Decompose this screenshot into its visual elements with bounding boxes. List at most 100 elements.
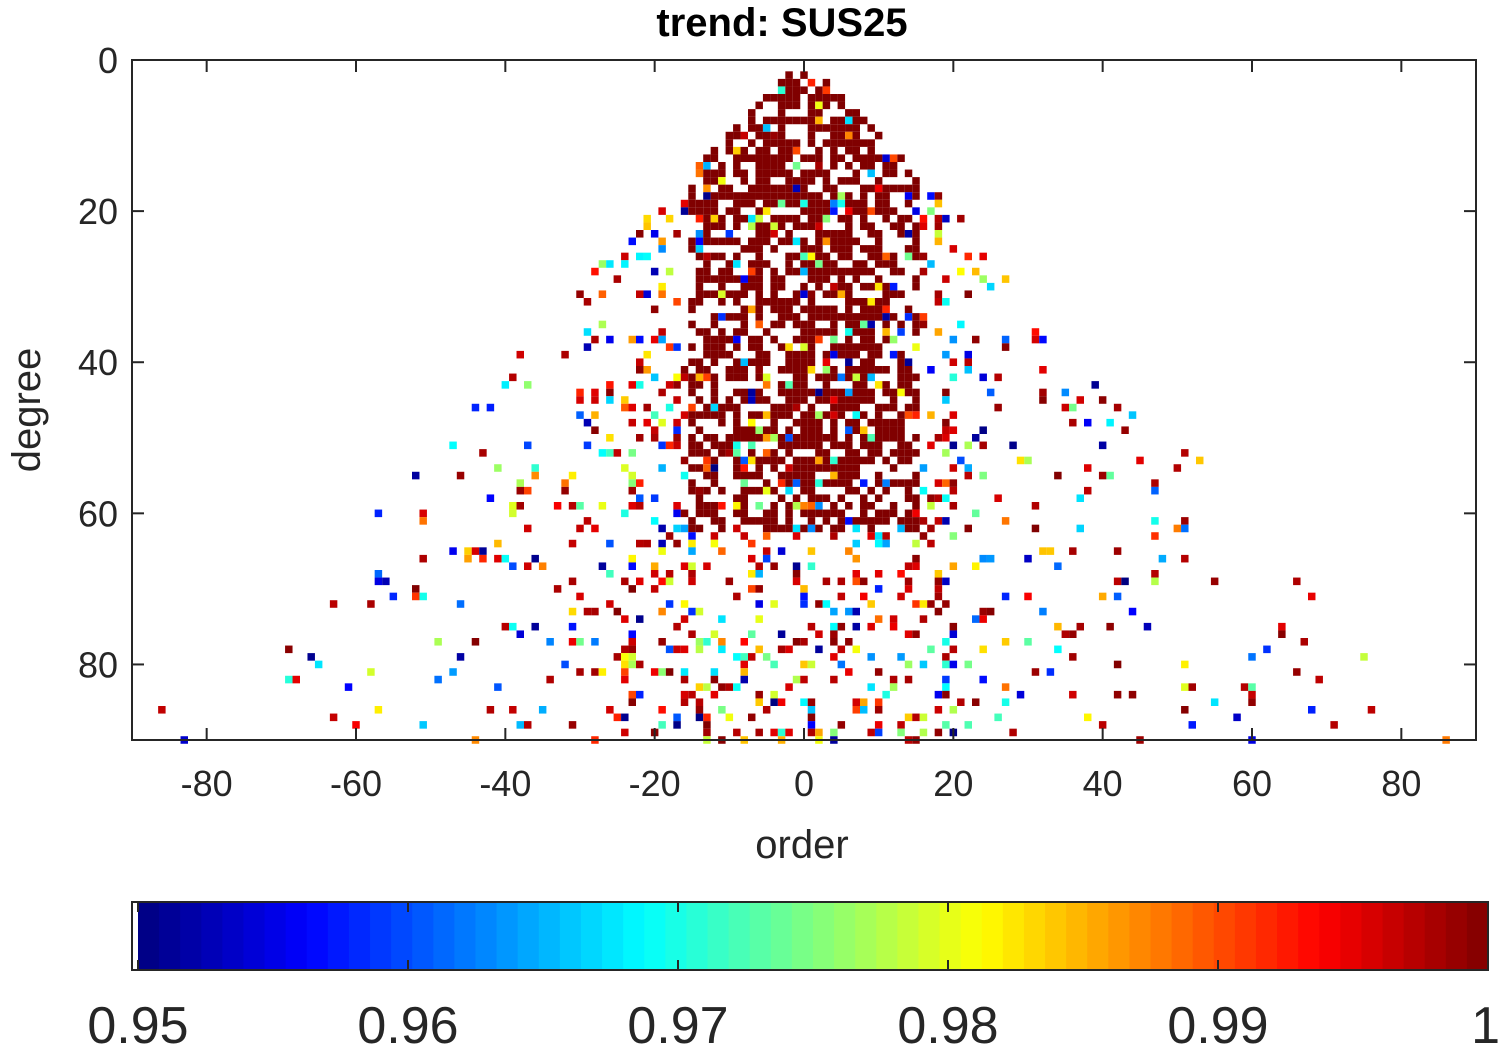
heatmap-cell: [733, 275, 741, 283]
heatmap-cell: [501, 381, 510, 389]
heatmap-cell: [874, 177, 883, 185]
heatmap-cell: [830, 94, 838, 102]
heatmap-cell: [807, 494, 816, 502]
heatmap-cell: [800, 207, 808, 215]
colorbar-segment: [749, 902, 772, 970]
heatmap-cell: [748, 585, 756, 593]
heatmap-cell: [509, 562, 517, 570]
heatmap-cell: [882, 509, 890, 518]
heatmap-cell: [748, 426, 756, 434]
heatmap-cell: [874, 343, 883, 351]
heatmap-cell: [837, 267, 846, 276]
heatmap-cell: [1113, 592, 1122, 601]
heatmap-cell: [673, 539, 681, 548]
heatmap-cell: [979, 275, 987, 283]
heatmap-cell: [688, 547, 696, 555]
heatmap-cell: [852, 131, 860, 140]
heatmap-cell: [673, 298, 681, 306]
heatmap-cell: [733, 373, 741, 382]
heatmap-cell: [845, 282, 853, 291]
heatmap-cell: [464, 547, 472, 555]
heatmap-cell: [412, 471, 420, 480]
heatmap-cell: [889, 207, 898, 215]
heatmap-cell: [815, 502, 823, 510]
heatmap-cell: [524, 486, 532, 495]
heatmap-cell: [389, 592, 398, 601]
heatmap-cell: [897, 426, 905, 434]
heatmap-cell: [852, 456, 860, 465]
heatmap-cell: [718, 184, 726, 193]
heatmap-cell: [1113, 660, 1122, 669]
heatmap-cell: [845, 313, 853, 321]
heatmap-cell: [860, 298, 868, 306]
heatmap-cell: [942, 388, 950, 397]
heatmap-cell: [934, 592, 943, 601]
heatmap-cell: [307, 653, 315, 661]
heatmap-cell: [762, 328, 771, 336]
heatmap-cell: [867, 441, 875, 450]
heatmap-cell: [680, 690, 689, 699]
heatmap-cell: [882, 479, 890, 487]
heatmap-cell: [770, 267, 778, 276]
heatmap-cell: [949, 622, 958, 631]
heatmap-cell: [710, 456, 719, 465]
heatmap-cell: [845, 449, 853, 457]
heatmap-cell: [1181, 524, 1189, 533]
heatmap-cell: [912, 343, 920, 351]
heatmap-cell: [740, 245, 748, 253]
colorbar-segment: [559, 902, 582, 970]
heatmap-cell: [904, 305, 913, 314]
heatmap-cell: [949, 562, 958, 570]
heatmap-cell: [912, 509, 920, 518]
heatmap-cell: [1300, 638, 1308, 646]
colorbar-segment: [623, 902, 645, 970]
heatmap-cell: [703, 721, 711, 729]
heatmap-cell: [807, 403, 816, 412]
heatmap-cell: [822, 411, 831, 419]
heatmap-cell: [792, 298, 801, 306]
heatmap-cell: [957, 267, 965, 276]
heatmap-cell: [1360, 653, 1368, 661]
heatmap-cell: [762, 116, 771, 125]
heatmap-cell: [889, 434, 898, 442]
heatmap-cell: [807, 94, 816, 102]
heatmap-cell: [755, 464, 763, 472]
heatmap-cell: [740, 532, 748, 540]
heatmap-cell: [860, 388, 868, 397]
heatmap-cell: [755, 305, 763, 314]
heatmap-cell: [807, 78, 816, 87]
heatmap-cell: [792, 267, 801, 276]
heatmap-cell: [807, 177, 816, 185]
heatmap-cell: [800, 343, 808, 351]
heatmap-cell: [904, 366, 913, 374]
heatmap-cell: [710, 222, 719, 230]
heatmap-cell: [1113, 690, 1122, 699]
colorbar-segment: [264, 902, 287, 970]
heatmap-cell: [874, 517, 883, 525]
heatmap-cell: [733, 222, 741, 230]
heatmap-cell: [860, 343, 868, 351]
x-tick-label: -80: [181, 763, 233, 804]
heatmap-cell: [748, 517, 756, 525]
heatmap-cell: [688, 577, 696, 586]
heatmap-cell: [1151, 532, 1159, 540]
heatmap-cell: [665, 267, 674, 276]
heatmap-cell: [845, 305, 853, 314]
heatmap-cell: [762, 131, 771, 140]
heatmap-cell: [792, 101, 801, 110]
heatmap-cell: [762, 434, 771, 442]
heatmap-cell: [1069, 653, 1077, 661]
heatmap-cell: [1009, 441, 1017, 450]
heatmap-cell: [949, 502, 958, 510]
heatmap-cell: [733, 298, 741, 306]
heatmap-cell: [374, 577, 383, 586]
y-tick-label: 20: [78, 191, 118, 232]
heatmap-cell: [845, 124, 853, 132]
heatmap-cell: [815, 230, 823, 238]
heatmap-cell: [733, 207, 741, 215]
heatmap-cell: [710, 471, 719, 480]
heatmap-cell: [867, 207, 875, 215]
heatmap-cell: [1181, 517, 1189, 525]
heatmap-cell: [867, 728, 875, 737]
heatmap-cell: [800, 71, 808, 79]
